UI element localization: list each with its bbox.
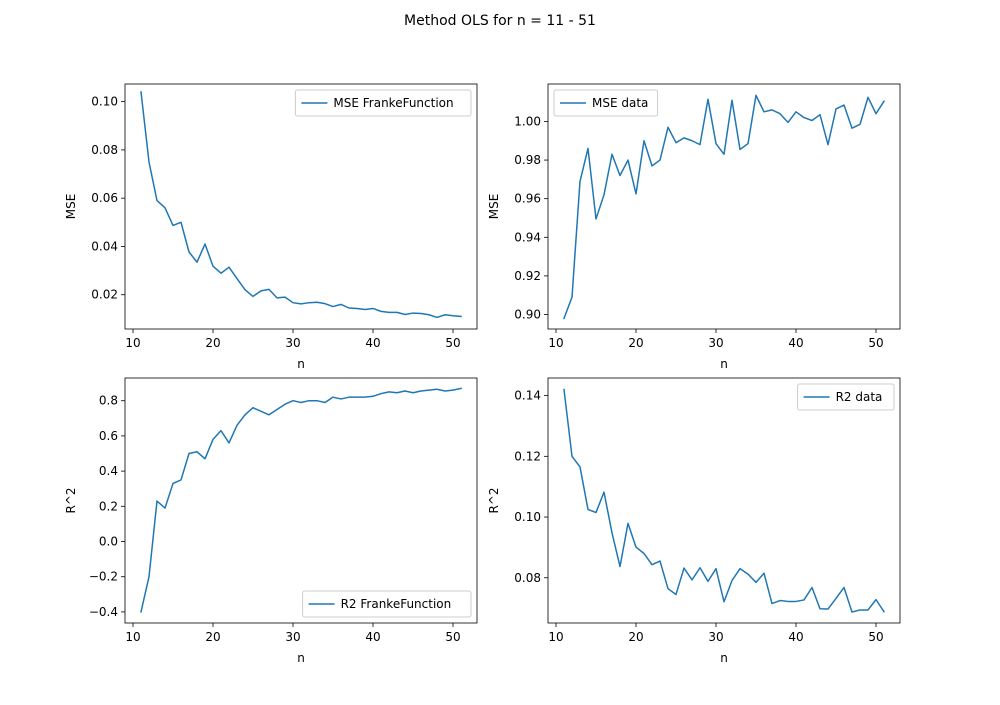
x-axis-label: n: [297, 357, 305, 371]
axes-frame: [547, 377, 901, 624]
x-tick-label: 10: [125, 630, 140, 644]
x-tick-label: 40: [365, 630, 380, 644]
y-tick-label: −0.2: [89, 570, 118, 584]
figure-title: Method OLS for n = 11 - 51: [404, 13, 596, 29]
legend: R2 data: [797, 383, 895, 411]
legend-box: [302, 590, 472, 618]
y-tick-label: 0.90: [514, 308, 541, 322]
y-tick-label: 0.02: [91, 288, 118, 302]
axes-frame: [124, 83, 478, 330]
legend-box: [553, 89, 659, 117]
y-tick-label: 0.08: [514, 571, 541, 585]
y-tick-label: 0.0: [99, 535, 118, 549]
y-tick-label: 0.04: [91, 239, 118, 253]
x-tick-label: 40: [788, 336, 803, 350]
y-tick-label: 0.6: [99, 429, 118, 443]
x-tick-label: 20: [628, 336, 643, 350]
x-tick-label: 30: [285, 630, 300, 644]
y-tick-label: 0.4: [99, 464, 118, 478]
y-axis-label: MSE: [64, 194, 78, 220]
x-tick-label: 20: [628, 630, 643, 644]
y-tick-label: 1.00: [514, 114, 541, 128]
legend-box: [294, 89, 472, 117]
y-tick-label: 0.92: [514, 269, 541, 283]
x-tick-label: 20: [205, 630, 220, 644]
x-tick-label: 50: [445, 630, 460, 644]
x-tick-label: 30: [708, 336, 723, 350]
x-tick-label: 10: [548, 630, 563, 644]
axes-frame: [547, 83, 901, 330]
panel-r2-data: 10 20 30 40 50 0.08 0.10 0.12 0.14 n R^2 R2 data: [487, 377, 901, 665]
x-tick-label: 30: [285, 336, 300, 350]
series-line: [563, 94, 886, 320]
x-axis-label: n: [720, 357, 728, 371]
legend-box: [797, 383, 895, 411]
y-tick-label: −0.4: [89, 605, 118, 619]
x-tick-label: 50: [445, 336, 460, 350]
series-line: [563, 388, 886, 613]
x-tick-label: 40: [365, 336, 380, 350]
y-tick-label: 0.94: [514, 230, 541, 244]
legend-label: MSE FrankeFunction: [333, 96, 453, 110]
x-tick-label: 30: [708, 630, 723, 644]
x-axis-label: n: [297, 651, 305, 665]
y-tick-label: 0.14: [514, 389, 541, 403]
y-tick-label: 0.10: [91, 95, 118, 109]
legend-label: R2 data: [836, 390, 883, 404]
legend: R2 FrankeFunction: [302, 590, 472, 618]
panel-r2-frankefunction: 10 20 30 40 50 −0.4 −0.2 0.0 0.2 0.4 0.6 0.8 n R^2 R2 …: [64, 377, 478, 665]
x-tick-label: 20: [205, 336, 220, 350]
axes-frame: [124, 377, 478, 624]
y-tick-label: 0.08: [91, 143, 118, 157]
y-axis-label: R^2: [487, 487, 501, 513]
series-line: [140, 387, 462, 613]
legend: MSE data: [553, 89, 659, 117]
y-tick-label: 0.96: [514, 192, 541, 206]
x-tick-label: 10: [548, 336, 563, 350]
y-tick-label: 0.12: [514, 449, 541, 463]
y-tick-label: 0.2: [99, 499, 118, 513]
y-axis-label: R^2: [64, 487, 78, 513]
panel-mse-data: 10 20 30 40 50 0.90 0.92 0.94 0.96 0.98 1.00 n MSE MS…: [487, 83, 901, 371]
y-tick-label: 0.10: [514, 510, 541, 524]
x-axis-label: n: [720, 651, 728, 665]
x-tick-label: 50: [868, 336, 883, 350]
y-axis-label: MSE: [487, 194, 501, 220]
y-tick-label: 0.06: [91, 191, 118, 205]
legend-label: R2 FrankeFunction: [341, 597, 452, 611]
series-line: [140, 91, 462, 319]
y-tick-label: 0.8: [99, 394, 118, 408]
legend: MSE FrankeFunction: [294, 89, 472, 117]
panel-mse-frankefunction: 10 20 30 40 50 0.02 0.04 0.06 0.08 0.10 n MSE MSE Fr…: [64, 83, 478, 371]
x-tick-label: 10: [125, 336, 140, 350]
x-tick-label: 50: [868, 630, 883, 644]
y-tick-label: 0.98: [514, 153, 541, 167]
legend-label: MSE data: [592, 96, 648, 110]
x-tick-label: 40: [788, 630, 803, 644]
